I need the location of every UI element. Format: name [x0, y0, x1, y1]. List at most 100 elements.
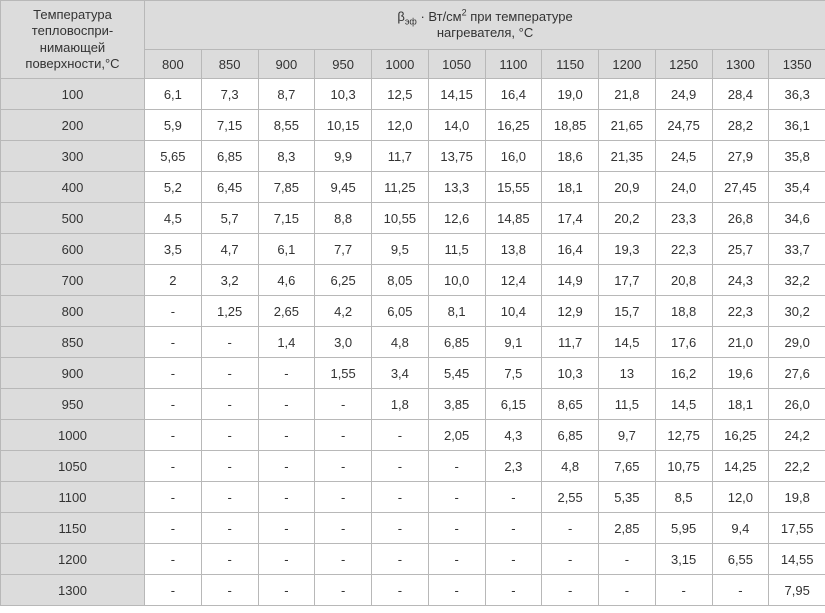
- cell: -: [258, 482, 315, 513]
- cell: 26,8: [712, 203, 769, 234]
- cell: 16,25: [712, 420, 769, 451]
- col-header-950: 950: [315, 50, 372, 79]
- cell: -: [428, 482, 485, 513]
- cell: -: [201, 358, 258, 389]
- cell: 8,7: [258, 79, 315, 110]
- cell: 9,7: [599, 420, 656, 451]
- cell: 17,6: [655, 327, 712, 358]
- cell: 22,2: [769, 451, 825, 482]
- cell: 36,3: [769, 79, 825, 110]
- cell: 13,75: [428, 141, 485, 172]
- cell: 4,8: [372, 327, 429, 358]
- cell: -: [258, 389, 315, 420]
- cell: 10,4: [485, 296, 542, 327]
- table-row: 800-1,252,654,26,058,110,412,915,718,822…: [1, 296, 825, 327]
- row-header: 700: [1, 265, 145, 296]
- cell: -: [485, 575, 542, 606]
- col-header-900: 900: [258, 50, 315, 79]
- corner-header: Температура тепловоспри-нимающей поверхн…: [1, 1, 145, 79]
- cell: 14,5: [599, 327, 656, 358]
- cell: 13,8: [485, 234, 542, 265]
- cell: 17,7: [599, 265, 656, 296]
- cell: 18,1: [712, 389, 769, 420]
- cell: 24,3: [712, 265, 769, 296]
- row-header: 1200: [1, 544, 145, 575]
- cell: 36,1: [769, 110, 825, 141]
- cell: -: [428, 451, 485, 482]
- cell: 5,35: [599, 482, 656, 513]
- cell: 27,6: [769, 358, 825, 389]
- cell: 9,4: [712, 513, 769, 544]
- cell: 16,4: [542, 234, 599, 265]
- cell: 4,6: [258, 265, 315, 296]
- col-header-850: 850: [201, 50, 258, 79]
- cell: 35,8: [769, 141, 825, 172]
- cell: 33,7: [769, 234, 825, 265]
- table-row: 1050------2,34,87,6510,7514,2522,2: [1, 451, 825, 482]
- cell: 10,55: [372, 203, 429, 234]
- cell: 16,25: [485, 110, 542, 141]
- cell: 9,45: [315, 172, 372, 203]
- col-header-800: 800: [145, 50, 202, 79]
- cell: 12,6: [428, 203, 485, 234]
- cell: 18,85: [542, 110, 599, 141]
- table-row: 850--1,43,04,86,859,111,714,517,621,029,…: [1, 327, 825, 358]
- cell: -: [315, 575, 372, 606]
- cell: 15,7: [599, 296, 656, 327]
- row-header: 950: [1, 389, 145, 420]
- cell: 7,3: [201, 79, 258, 110]
- cell: 20,8: [655, 265, 712, 296]
- row-header: 1150: [1, 513, 145, 544]
- row-header: 600: [1, 234, 145, 265]
- table-row: 950----1,83,856,158,6511,514,518,126,0: [1, 389, 825, 420]
- cell: 8,55: [258, 110, 315, 141]
- cell: 2: [145, 265, 202, 296]
- table-row: 1200---------3,156,5514,55: [1, 544, 825, 575]
- cell: 35,4: [769, 172, 825, 203]
- cell: 22,3: [655, 234, 712, 265]
- cell: -: [145, 296, 202, 327]
- beta-eff-table: Температура тепловоспри-нимающей поверхн…: [0, 0, 825, 606]
- cell: -: [315, 513, 372, 544]
- cell: 6,55: [712, 544, 769, 575]
- cell: -: [201, 482, 258, 513]
- cell: -: [201, 420, 258, 451]
- cell: 8,1: [428, 296, 485, 327]
- cell: 7,15: [201, 110, 258, 141]
- cell: 6,45: [201, 172, 258, 203]
- cell: -: [372, 513, 429, 544]
- col-header-1300: 1300: [712, 50, 769, 79]
- cell: -: [145, 358, 202, 389]
- cell: -: [258, 420, 315, 451]
- row-header: 200: [1, 110, 145, 141]
- cell: 11,5: [428, 234, 485, 265]
- cell: -: [315, 544, 372, 575]
- row-header: 1300: [1, 575, 145, 606]
- cell: 27,9: [712, 141, 769, 172]
- cell: -: [258, 544, 315, 575]
- cell: 6,05: [372, 296, 429, 327]
- row-header: 800: [1, 296, 145, 327]
- cell: 18,8: [655, 296, 712, 327]
- cell: -: [145, 482, 202, 513]
- table-row: 1006,17,38,710,312,514,1516,419,021,824,…: [1, 79, 825, 110]
- cell: 20,9: [599, 172, 656, 203]
- cell: 20,2: [599, 203, 656, 234]
- table-row: 6003,54,76,17,79,511,513,816,419,322,325…: [1, 234, 825, 265]
- cell: -: [145, 544, 202, 575]
- col-header-1000: 1000: [372, 50, 429, 79]
- table-body: 1006,17,38,710,312,514,1516,419,021,824,…: [1, 79, 825, 606]
- cell: 29,0: [769, 327, 825, 358]
- cell: -: [599, 544, 656, 575]
- table-row: 1000-----2,054,36,859,712,7516,2524,2: [1, 420, 825, 451]
- cell: 2,55: [542, 482, 599, 513]
- table-row: 70023,24,66,258,0510,012,414,917,720,824…: [1, 265, 825, 296]
- cell: 1,25: [201, 296, 258, 327]
- table-row: 1150--------2,855,959,417,55: [1, 513, 825, 544]
- cell: 21,35: [599, 141, 656, 172]
- cell: 4,5: [145, 203, 202, 234]
- cell: 16,4: [485, 79, 542, 110]
- cell: -: [315, 451, 372, 482]
- cell: 6,25: [315, 265, 372, 296]
- row-header: 1100: [1, 482, 145, 513]
